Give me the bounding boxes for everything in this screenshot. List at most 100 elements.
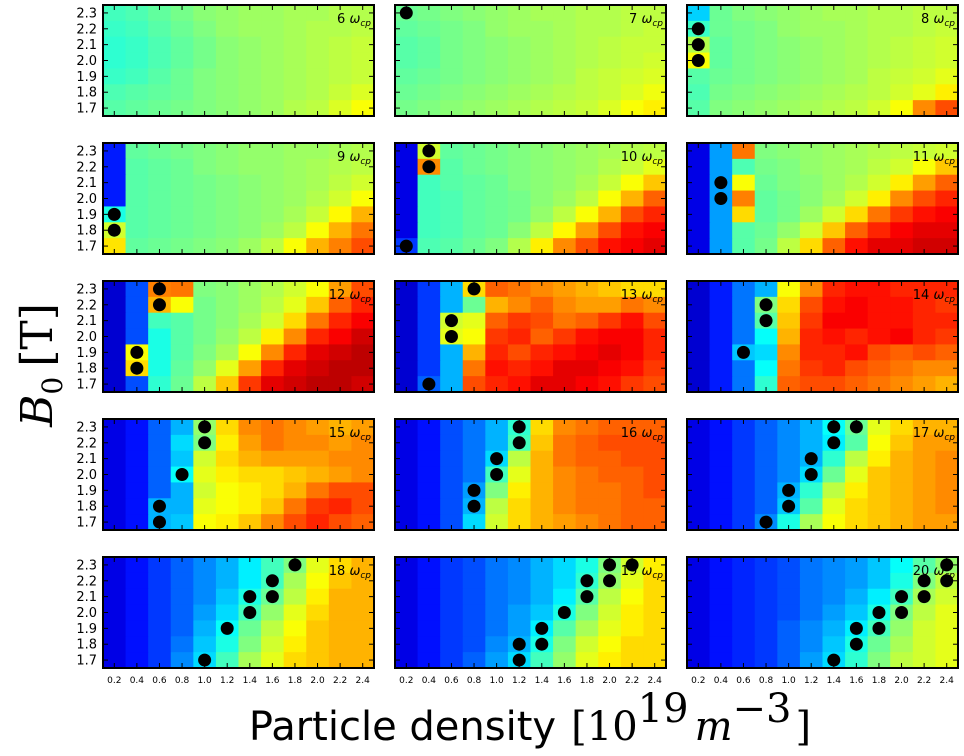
heatmap-cell <box>530 281 554 298</box>
heatmap-cell <box>912 498 937 515</box>
heatmap-cell <box>462 344 486 361</box>
heatmap-cell <box>822 174 846 192</box>
heatmap-cell <box>912 190 937 208</box>
marker-point <box>107 223 121 237</box>
heatmap-cell <box>148 344 172 361</box>
x-tick-label: 0.2 <box>107 676 121 686</box>
heatmap-cell <box>687 68 711 85</box>
heatmap-cell <box>687 281 711 298</box>
heatmap-cell <box>283 498 307 515</box>
heatmap-cell <box>507 84 532 101</box>
heatmap-cell <box>507 514 532 531</box>
heatmap-cell <box>283 100 307 117</box>
heatmap-cell <box>261 52 285 70</box>
x-tick-label: 1.8 <box>288 676 303 686</box>
heatmap-cell <box>553 636 577 653</box>
heatmap-cell <box>170 238 194 255</box>
heatmap-cell <box>238 557 262 574</box>
heatmap-cell <box>935 190 959 208</box>
heatmap-cell <box>238 68 262 85</box>
heatmap-cell <box>799 376 824 393</box>
heatmap-cell <box>125 419 149 436</box>
heatmap-cell <box>822 206 846 223</box>
heatmap-cell <box>283 5 307 22</box>
heatmap-cell <box>867 328 891 346</box>
heatmap-cell <box>170 174 194 192</box>
heatmap-cell <box>687 588 711 606</box>
heatmap-cell <box>283 296 307 314</box>
y-tick-label: 1.8 <box>76 500 97 515</box>
heatmap-cell <box>598 652 622 669</box>
heatmap-cell <box>125 636 149 653</box>
heatmap-cell <box>462 312 486 330</box>
heatmap-cell <box>890 572 914 590</box>
heatmap-cell <box>103 84 127 101</box>
y-tick-label: 1.9 <box>76 70 97 85</box>
heatmap-cell <box>575 328 599 346</box>
heatmap-cell <box>351 557 375 574</box>
heatmap-cell <box>620 84 645 101</box>
heatmap-cell <box>395 296 419 314</box>
heatmap-cell <box>462 222 486 239</box>
y-tick-label: 2.3 <box>76 144 97 159</box>
heatmap-cell <box>732 434 756 452</box>
heatmap-cell <box>575 281 599 298</box>
heatmap-cell <box>643 20 667 38</box>
heatmap-cell <box>620 52 645 70</box>
heatmap-cell <box>598 84 622 101</box>
heatmap-cell <box>103 312 127 330</box>
heatmap-cell <box>193 376 217 393</box>
panel-label: 12 ωcp <box>329 288 372 305</box>
heatmap-cell <box>687 344 711 361</box>
heatmap-cell <box>822 36 846 54</box>
heatmap-cell <box>709 419 733 436</box>
heatmap-cell <box>687 206 711 223</box>
heatmap-cells <box>103 5 375 117</box>
heatmap-cell <box>193 5 217 22</box>
heatmap-cell <box>867 68 891 85</box>
x-tick-label: 0.4 <box>422 676 437 686</box>
heatmap-cell <box>395 20 419 38</box>
heatmap-cell <box>261 466 285 484</box>
y-tick-label: 2.3 <box>76 420 97 435</box>
y-tick-label: 2.2 <box>76 160 97 175</box>
heatmap-cell <box>283 514 307 531</box>
heatmap-cell <box>170 158 194 176</box>
heatmap-cells <box>103 143 375 255</box>
heatmap-cell <box>306 20 330 38</box>
heatmap-cell <box>709 450 733 468</box>
heatmap-cell <box>709 100 733 117</box>
heatmap-cell <box>777 238 801 255</box>
heatmap-cell <box>754 652 778 669</box>
heatmap-cell <box>148 84 172 101</box>
marker-point <box>422 144 436 158</box>
heatmap-cell <box>709 5 733 22</box>
heatmap-cell <box>485 296 509 314</box>
heatmap-cell <box>306 360 330 377</box>
heatmap-cell <box>306 604 330 622</box>
heatmap-cell <box>799 143 824 160</box>
heatmap-cell <box>485 52 509 70</box>
heatmap-cell <box>754 360 778 377</box>
heatmap-cell <box>395 36 419 54</box>
heatmap-cell <box>867 296 891 314</box>
heatmap-cell <box>598 100 622 117</box>
heatmap-cell <box>103 174 127 192</box>
heatmap-cell <box>890 222 914 239</box>
heatmap-cell <box>620 344 645 361</box>
marker-point <box>625 558 639 572</box>
heatmap-cell <box>867 20 891 38</box>
heatmap-cell <box>440 344 464 361</box>
heatmap-cell <box>417 174 441 192</box>
x-tick-label: 1.6 <box>849 676 864 686</box>
heatmap-cell <box>620 620 645 637</box>
marker-point <box>849 621 863 635</box>
heatmap-cell <box>328 360 353 377</box>
heatmap-cell <box>261 636 285 653</box>
heatmap-cell <box>417 498 441 515</box>
heatmap-cell <box>462 5 486 22</box>
heatmap-cell <box>395 281 419 298</box>
heatmap-cell <box>935 174 959 192</box>
heatmap-cell <box>283 36 307 54</box>
heatmap-cell <box>890 84 914 101</box>
